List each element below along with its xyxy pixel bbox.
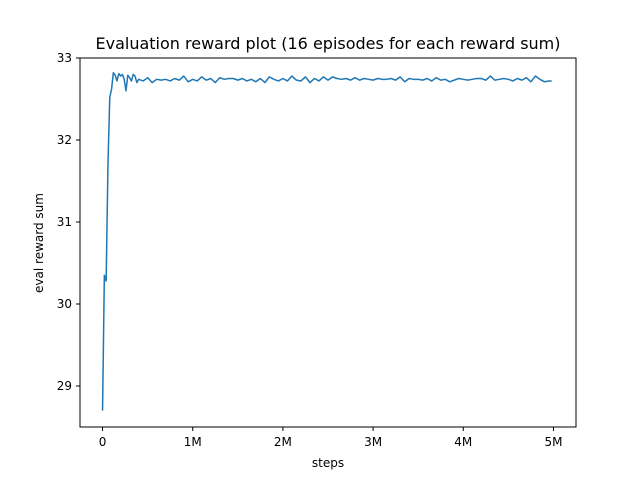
y-tick-label-2: 31 [57,215,72,229]
x-tick-label-1: 1M [184,435,202,449]
y-tick-label-1: 30 [57,297,72,311]
plot-area: 0 1M 2M 3M 4M 5M 29 30 31 32 33 [57,51,577,449]
x-tick-label-2: 2M [274,435,292,449]
chart-title: Evaluation reward plot (16 episodes for … [96,34,561,53]
y-tick-label-4: 33 [57,51,72,65]
x-tick-label-3: 3M [364,435,382,449]
x-axis-label: steps [312,456,344,470]
x-tick-label-5: 5M [544,435,562,449]
y-tick-label-3: 32 [57,133,72,147]
x-tick-label-4: 4M [454,435,472,449]
y-axis-label: eval reward sum [32,193,46,293]
y-tick-label-0: 29 [57,379,72,393]
series-line-0 [101,72,552,411]
x-tick-label-0: 0 [99,435,107,449]
plot-frame [79,57,577,428]
